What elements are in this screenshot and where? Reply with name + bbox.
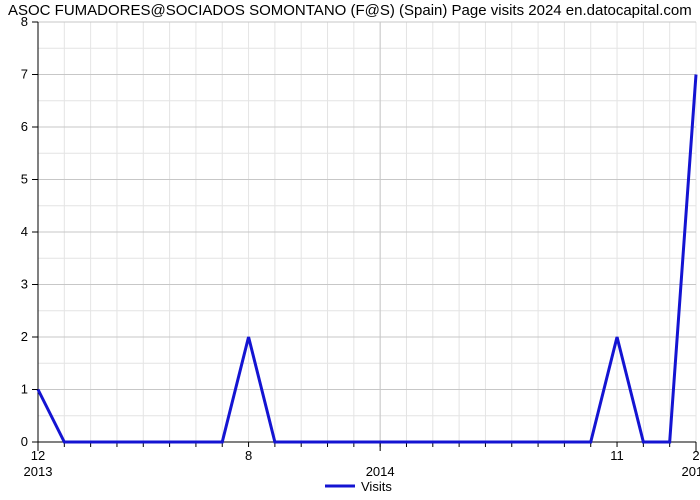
x-tick-minor-label: 8 <box>245 448 252 463</box>
chart-title: ASOC FUMADORES@SOCIADOS SOMONTANO (F@S) … <box>8 2 692 19</box>
y-tick-label: 3 <box>21 277 28 292</box>
legend-label: Visits <box>361 479 392 494</box>
y-tick-label: 5 <box>21 172 28 187</box>
x-tick-major-label: 2015 <box>682 464 700 479</box>
visits-line-chart: 012345678128112201320142015Visits <box>0 0 700 500</box>
x-tick-major-label: 2014 <box>366 464 395 479</box>
x-tick-minor-label: 11 <box>610 448 624 463</box>
x-tick-major-label: 2013 <box>24 464 53 479</box>
y-tick-label: 4 <box>21 224 28 239</box>
y-tick-label: 0 <box>21 434 28 449</box>
y-tick-label: 6 <box>21 119 28 134</box>
y-tick-label: 7 <box>21 67 28 82</box>
y-tick-label: 1 <box>21 382 28 397</box>
y-tick-label: 2 <box>21 329 28 344</box>
